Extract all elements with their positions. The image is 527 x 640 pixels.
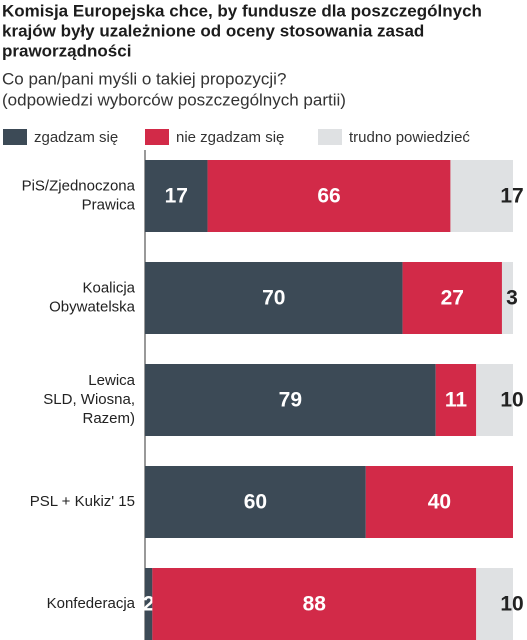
bar-segment [402, 262, 502, 334]
bar-segment [152, 568, 477, 640]
category-label: Razem) [82, 410, 135, 427]
chart-subtitle: (odpowiedzi wyborców poszczególnych part… [2, 90, 346, 109]
bar-segment [145, 466, 366, 538]
value-label: 11 [445, 389, 468, 412]
chart-subtitle: Co pan/pani myśli o takiej propozycji? [2, 69, 286, 88]
legend-swatch [145, 129, 169, 145]
value-label: 17 [500, 185, 523, 208]
bar-segment [145, 568, 153, 640]
value-label: 10 [500, 593, 523, 616]
category-label: PSL + Kukiz' 15 [30, 493, 135, 510]
legend-label: nie zgadzam się [176, 129, 284, 146]
legend-swatch [3, 129, 27, 145]
value-label: 10 [500, 389, 523, 412]
value-label: 79 [279, 389, 302, 412]
value-label: 17 [165, 185, 188, 208]
value-label: 3 [506, 287, 518, 310]
bar-segment [435, 364, 477, 436]
legend-label: trudno powiedzieć [349, 129, 470, 146]
value-label: 66 [317, 185, 340, 208]
bar-segment [207, 160, 451, 232]
legend-swatch [318, 129, 342, 145]
value-label: 88 [303, 593, 327, 616]
category-label: Koalicja [82, 279, 135, 296]
category-label: Konfederacja [47, 595, 136, 612]
category-label: PiS/Zjednoczona [22, 177, 136, 194]
chart-title: krajów były uzależnione od oceny stosowa… [2, 21, 424, 40]
category-label: SLD, Wiosna, [43, 391, 135, 408]
category-label: Lewica [88, 372, 135, 389]
category-label: Prawica [82, 196, 136, 213]
bar-segment [145, 160, 208, 232]
bar-segment [476, 364, 513, 436]
legend-label: zgadzam się [34, 129, 118, 146]
bar-segment [145, 364, 436, 436]
value-label: 27 [441, 287, 464, 310]
bar-segment [450, 160, 513, 232]
value-label: 70 [262, 287, 285, 310]
chart-title: praworządności [2, 41, 131, 60]
category-label: Obywatelska [49, 298, 136, 315]
bar-segment [365, 466, 513, 538]
bar-segment [476, 568, 513, 640]
bar-segment [145, 262, 403, 334]
value-label: 2 [143, 593, 155, 616]
value-label: 60 [244, 491, 267, 514]
chart-title: Komisja Europejska chce, by fundusze dla… [2, 1, 482, 20]
bar-segment [501, 262, 513, 334]
value-label: 40 [428, 491, 451, 514]
